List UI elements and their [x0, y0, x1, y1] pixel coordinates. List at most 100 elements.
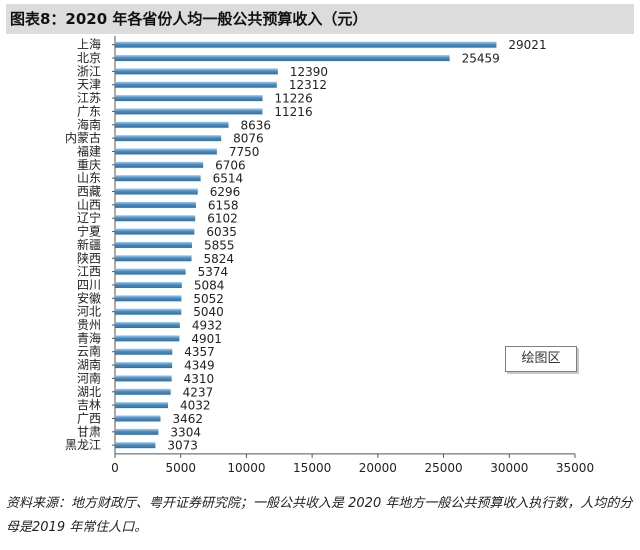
- bar: [115, 161, 204, 168]
- category-label: 黑龙江: [65, 438, 101, 452]
- category-label: 海南: [77, 117, 101, 132]
- bar: [115, 55, 450, 62]
- data-label: 5084: [194, 278, 225, 292]
- data-label: 5824: [204, 252, 235, 266]
- bar: [115, 281, 182, 288]
- data-label: 4310: [184, 372, 215, 386]
- category-label: 福建: [77, 143, 101, 158]
- category-label: 新疆: [77, 237, 101, 252]
- data-label: 4932: [192, 319, 223, 333]
- x-tick-label: 15000: [293, 461, 331, 475]
- data-label: 3073: [167, 439, 198, 453]
- x-tick-label: 20000: [359, 461, 397, 475]
- bar: [115, 348, 173, 355]
- bar: [115, 428, 159, 435]
- category-label: 甘肃: [77, 425, 101, 439]
- bar: [115, 135, 222, 142]
- plot-area: 上海 29021 北京 25459 浙江 12390 天津 12312 江苏 11226 广东 112…: [65, 36, 594, 475]
- x-tick-label: 25000: [424, 461, 462, 475]
- x-tick-label: 30000: [490, 461, 528, 475]
- data-label: 11226: [275, 92, 313, 106]
- category-label: 辽宁: [77, 210, 101, 225]
- data-label: 3304: [170, 425, 201, 439]
- data-label: 12312: [289, 78, 327, 92]
- category-label: 江西: [77, 265, 101, 279]
- bar: [115, 68, 278, 75]
- category-label: 青海: [77, 330, 101, 345]
- bar: [115, 228, 195, 235]
- category-label: 广东: [77, 104, 101, 118]
- category-label: 湖北: [77, 384, 101, 399]
- bar: [115, 201, 196, 208]
- bar: [115, 388, 171, 395]
- bar: [115, 81, 277, 88]
- category-label: 天津: [77, 78, 101, 92]
- category-label: 吉林: [77, 398, 101, 412]
- bar: [115, 335, 180, 342]
- bar: [115, 148, 217, 155]
- source-note: 资料来源：地方财政厅、粤开证券研究院；一般公共收入是 2020 年地方一般公共预…: [6, 496, 633, 535]
- data-label: 4901: [191, 332, 222, 346]
- data-label: 29021: [508, 38, 546, 52]
- data-label: 5855: [204, 238, 235, 252]
- data-label: 4349: [184, 359, 215, 373]
- bar: [115, 95, 263, 102]
- data-label: 7750: [229, 145, 260, 159]
- plot-area-label: 绘图区: [505, 346, 577, 372]
- bar: [115, 308, 182, 315]
- data-label: 11216: [274, 105, 312, 119]
- bar: [115, 268, 186, 275]
- category-label: 内蒙古: [65, 130, 101, 145]
- bar: [115, 175, 201, 182]
- bar-chart: 上海 29021 北京 25459 浙江 12390 天津 12312 江苏 11226 广东 112…: [65, 36, 594, 475]
- data-label: 6102: [207, 212, 238, 226]
- category-label: 山东: [77, 171, 101, 185]
- x-tick-label: 10000: [227, 461, 265, 475]
- data-label: 25459: [462, 52, 500, 66]
- category-label: 西藏: [77, 185, 101, 199]
- bar: [115, 241, 192, 248]
- data-label: 5040: [193, 305, 224, 319]
- data-label: 6158: [208, 198, 239, 212]
- category-label: 四川: [77, 278, 101, 292]
- category-label: 北京: [77, 51, 101, 65]
- category-label: 河南: [77, 370, 101, 385]
- bar: [115, 295, 182, 302]
- bar: [115, 108, 263, 115]
- category-label: 重庆: [77, 158, 101, 172]
- x-tick-label: 35000: [556, 461, 594, 475]
- category-label: 陕西: [77, 250, 101, 265]
- data-label: 6706: [215, 158, 246, 172]
- data-label: 5052: [193, 292, 224, 306]
- data-label: 6514: [213, 172, 244, 186]
- data-label: 4237: [183, 385, 214, 399]
- category-label: 贵州: [77, 318, 101, 332]
- category-label: 上海: [77, 37, 101, 52]
- category-label: 云南: [77, 344, 101, 359]
- x-tick-label: 5000: [165, 461, 196, 475]
- data-label: 8076: [233, 132, 264, 146]
- bar: [115, 188, 198, 195]
- data-label: 3462: [173, 412, 204, 426]
- bar: [115, 415, 161, 422]
- bar: [115, 121, 229, 128]
- data-label: 6296: [210, 185, 241, 199]
- bar: [115, 41, 497, 48]
- data-label: 5374: [198, 265, 229, 279]
- chart-title: 图表8：2020 年各省份人均一般公共预算收入（元）: [6, 4, 634, 34]
- bar: [115, 442, 156, 449]
- category-label: 安徽: [77, 290, 101, 305]
- x-tick-label: 0: [111, 461, 119, 475]
- category-label: 江苏: [77, 91, 101, 105]
- data-label: 8636: [241, 118, 272, 132]
- bar: [115, 375, 172, 382]
- data-label: 6035: [206, 225, 237, 239]
- data-label: 12390: [290, 65, 328, 79]
- category-label: 湖南: [77, 357, 101, 372]
- bar: [115, 322, 180, 329]
- data-label: 4032: [180, 399, 211, 413]
- bar: [115, 362, 173, 369]
- category-label: 广西: [77, 411, 101, 425]
- bar: [115, 255, 192, 262]
- category-label: 河北: [77, 305, 101, 319]
